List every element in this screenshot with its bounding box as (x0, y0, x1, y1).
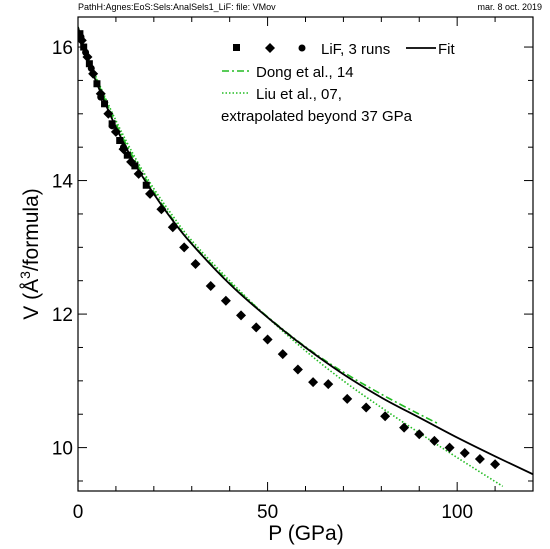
data-point-diamond (323, 379, 334, 390)
data-point-circle (78, 33, 85, 41)
axis-ticks (77, 17, 534, 491)
data-point-square (101, 100, 109, 108)
legend: LiF, 3 runs Fit Dong et al., 14 Liu et a… (221, 41, 455, 125)
legend-liu-label-line1: Liu et al., 07, (256, 86, 342, 103)
data-point-square (123, 151, 131, 159)
data-point-diamond (292, 364, 303, 375)
data-point-diamond (133, 168, 144, 179)
data-point-diamond (110, 126, 121, 137)
data-point-diamond (429, 435, 440, 446)
data-point-diamond (380, 411, 391, 422)
x-tick-label: 50 (257, 502, 278, 523)
legend-liu-label-line2: extrapolated beyond 37 GPa (221, 108, 413, 125)
data-point-diamond (474, 453, 485, 464)
data-point-diamond (190, 259, 201, 270)
y-axis-label-main: V (Å (20, 279, 43, 320)
y-axis-label-sup: 3 (17, 271, 33, 279)
data-point-diamond (167, 222, 178, 233)
data-point-square (131, 162, 139, 170)
data-point-diamond (251, 322, 262, 333)
x-tick-label: 0 (73, 502, 84, 523)
legend-fit-label: Fit (438, 41, 455, 58)
data-point-circle (87, 64, 95, 72)
data-point-square (116, 137, 124, 145)
data-point-diamond (103, 108, 114, 119)
data-point-circle (97, 93, 105, 101)
legend-diamond-marker (265, 43, 275, 53)
legend-dong-label: Dong et al., 14 (256, 64, 354, 81)
liu-series-line (78, 26, 504, 487)
data-point-diamond (414, 429, 425, 440)
file-path-label: PathH:Agnes:EoS:Sels:AnalSels1_LiF: file… (78, 2, 276, 12)
data-point-diamond (126, 156, 137, 167)
y-tick-label: 10 (52, 439, 73, 460)
data-point-diamond (236, 310, 247, 321)
data-point-diamond (156, 204, 167, 215)
data-point-diamond (277, 349, 288, 360)
data-point-circle (120, 143, 127, 151)
data-point-diamond (308, 377, 319, 388)
data-point-diamond (399, 422, 410, 433)
x-tick-label: 100 (441, 502, 473, 523)
data-point-circle (108, 122, 116, 130)
y-tick-label: 12 (52, 305, 73, 326)
data-point-diamond (361, 402, 372, 413)
data-point-diamond (459, 447, 470, 458)
x-axis-label: P (GPa) (268, 522, 343, 545)
legend-circle-marker (298, 44, 306, 52)
data-point-diamond (205, 281, 216, 292)
data-point-diamond (342, 393, 353, 404)
data-point-diamond (145, 188, 156, 199)
data-point-square (85, 60, 93, 68)
legend-data-label: LiF, 3 runs (321, 41, 390, 58)
y-tick-label: 16 (52, 38, 73, 59)
data-point-diamond (444, 442, 455, 453)
data-point-diamond (490, 459, 501, 470)
axis-tick-labels: 0 50 100 10 12 14 16 (52, 38, 473, 523)
data-point-square (80, 43, 88, 51)
data-point-circle (82, 48, 90, 56)
legend-square-marker (233, 44, 240, 51)
data-point-square (93, 80, 101, 88)
y-axis-label: V (Å3/formula) (17, 188, 43, 320)
data-point-diamond (220, 295, 231, 306)
data-point-diamond (179, 242, 190, 253)
y-axis-label-tail: /formula) (20, 188, 43, 271)
data-markers-group (78, 30, 501, 470)
data-point-diamond (262, 334, 273, 345)
y-tick-label: 14 (52, 172, 74, 193)
data-point-square (142, 181, 150, 189)
date-label: mar. 8 oct. 2019 (477, 2, 542, 12)
